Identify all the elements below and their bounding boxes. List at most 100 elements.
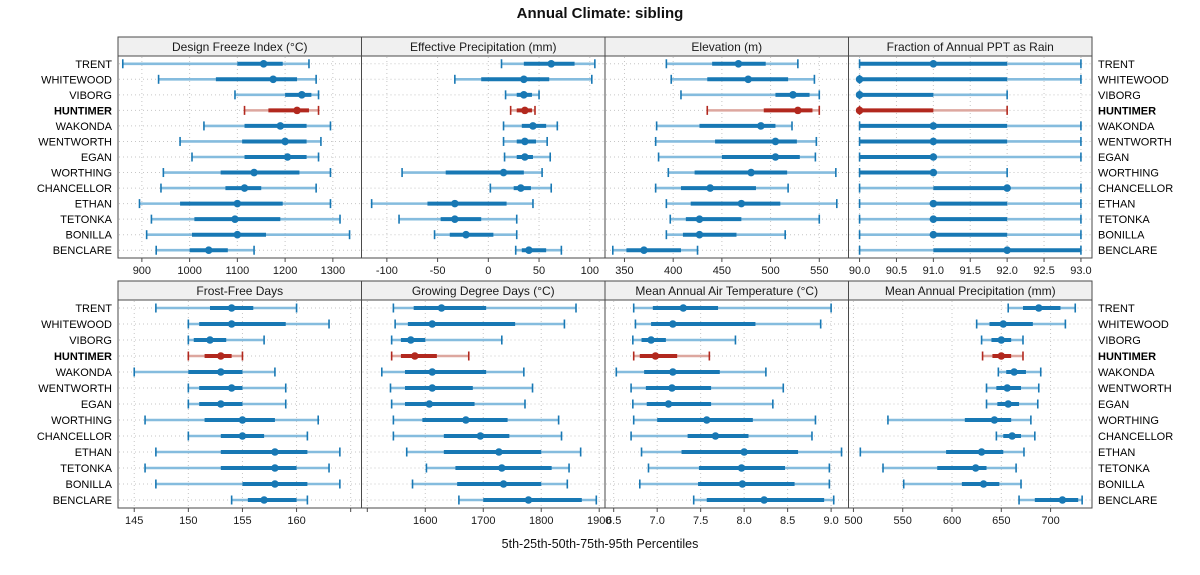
percentile-row-bonilla <box>902 479 1022 489</box>
median-dot <box>979 480 988 488</box>
station-label-left: BENCLARE <box>53 245 112 257</box>
median-dot <box>428 320 437 328</box>
median-dot <box>997 336 1006 344</box>
percentile-row-huntimer <box>509 105 536 115</box>
median-dot <box>276 122 285 130</box>
percentile-row-whitewood <box>634 319 822 329</box>
panel-fraction-of-annual-ppt-as-rain: Fraction of Annual PPT as Rain 90.0 90.5 91… <box>848 36 1093 277</box>
percentile-row-tetonka <box>858 214 1082 224</box>
median-dot <box>1008 432 1016 440</box>
percentile-row-viborg <box>187 335 265 345</box>
percentile-row-trent <box>500 59 596 69</box>
median-dot <box>520 91 528 99</box>
percentile-row-bonilla <box>145 230 351 240</box>
percentile-row-huntimer <box>981 351 1024 361</box>
percentile-row-viborg <box>234 90 320 100</box>
percentile-row-trent <box>632 303 832 313</box>
panel-header <box>848 280 1093 301</box>
median-dot <box>521 153 529 161</box>
percentile-row-egan <box>390 399 526 409</box>
median-dot <box>271 480 279 488</box>
percentile-row-ethan <box>370 199 534 209</box>
median-dot <box>1034 304 1043 312</box>
median-dot <box>794 106 802 115</box>
median-dot <box>855 106 864 115</box>
median-dot <box>737 199 746 208</box>
station-label-right: CHANCELLOR <box>1098 431 1173 443</box>
median-dot <box>971 464 980 472</box>
percentile-row-huntimer <box>187 351 244 361</box>
x-tick-label: 400 <box>664 265 682 277</box>
percentile-row-ethan <box>858 199 1082 209</box>
x-tick-label: 160 <box>287 515 305 527</box>
x-tick-label: 90.0 <box>849 265 870 277</box>
panel-design-freeze-index-c: Design Freeze Index (°C) 900 1000 1100 1200 1… <box>117 36 362 277</box>
percentile-row-chancellor <box>858 183 1082 193</box>
x-tick-label: 155 <box>233 515 251 527</box>
median-dot <box>977 448 986 456</box>
percentile-row-huntimer <box>390 351 470 361</box>
station-label-left: WORTHING <box>51 415 112 427</box>
percentile-row-egan <box>503 152 552 162</box>
station-label-right: ETHAN <box>1098 199 1135 211</box>
median-dot <box>411 352 419 360</box>
station-labels-bottom: TRENT TRENT WHITEWOOD WHITEWOOD VIBORG VIBORG… <box>37 303 1173 507</box>
percentile-row-wentworth <box>502 136 548 146</box>
station-label-right: WORTHING <box>1098 415 1159 427</box>
percentile-row-benclare <box>230 495 309 505</box>
station-label-left: EGAN <box>81 399 112 411</box>
median-dot <box>520 75 528 84</box>
x-tick-label: 150 <box>179 515 197 527</box>
percentile-row-chancellor <box>160 183 317 193</box>
x-axis: 145 150 155 160 <box>125 508 352 527</box>
median-dot <box>428 384 437 392</box>
median-dot <box>227 304 236 312</box>
station-label-left: WENTWORTH <box>38 383 112 395</box>
x-axis: 1600 1700 1800 1900 <box>366 508 611 527</box>
station-label-right: HUNTIMER <box>1098 105 1156 117</box>
station-label-left: ETHAN <box>75 199 112 211</box>
percentile-row-egan <box>187 399 287 409</box>
percentile-row-chancellor <box>995 431 1036 441</box>
median-dot <box>1010 368 1018 376</box>
x-tick-label: 92.5 <box>1033 265 1054 277</box>
median-dot <box>664 400 673 408</box>
percentile-row-benclare <box>692 495 835 505</box>
station-label-right: WHITEWOOD <box>1098 319 1169 331</box>
x-axis: 6.5 7.0 7.5 8.0 8.5 9.0 <box>606 508 839 527</box>
percentile-row-worthing <box>162 168 332 178</box>
percentile-row-tetonka <box>398 214 518 224</box>
median-dot <box>271 448 279 456</box>
panel-title: Frost-Free Days <box>196 284 283 298</box>
median-dot <box>227 384 236 392</box>
station-label-left: HUNTIMER <box>54 351 112 363</box>
median-dot <box>757 122 765 130</box>
median-dot <box>1004 400 1013 408</box>
median-dot <box>679 304 688 312</box>
station-label-left: TETONKA <box>60 463 112 475</box>
percentile-row-bonilla <box>638 479 831 489</box>
percentile-row-wakonda <box>858 121 1082 131</box>
median-dot <box>737 464 746 472</box>
percentile-row-whitewood <box>855 74 1082 84</box>
station-label-right: WORTHING <box>1098 168 1159 180</box>
percentile-row-worthing <box>144 415 320 425</box>
median-dot <box>547 59 556 68</box>
x-axis: 350 400 450 500 550 <box>615 258 828 277</box>
percentile-row-chancellor <box>392 431 563 441</box>
percentile-row-huntimer <box>706 105 821 115</box>
median-dot <box>250 168 258 177</box>
station-label-right: WAKONDA <box>1098 367 1155 379</box>
percentile-row-chancellor <box>630 431 813 441</box>
percentile-row-ethan <box>665 199 838 209</box>
median-dot <box>259 59 268 68</box>
percentile-row-trent <box>665 59 799 69</box>
x-tick-label: 100 <box>581 265 599 277</box>
median-dot <box>269 75 277 84</box>
station-label-left: EGAN <box>81 152 112 164</box>
percentile-row-viborg <box>390 335 503 345</box>
median-dot <box>521 106 529 115</box>
median-dot <box>204 246 213 255</box>
